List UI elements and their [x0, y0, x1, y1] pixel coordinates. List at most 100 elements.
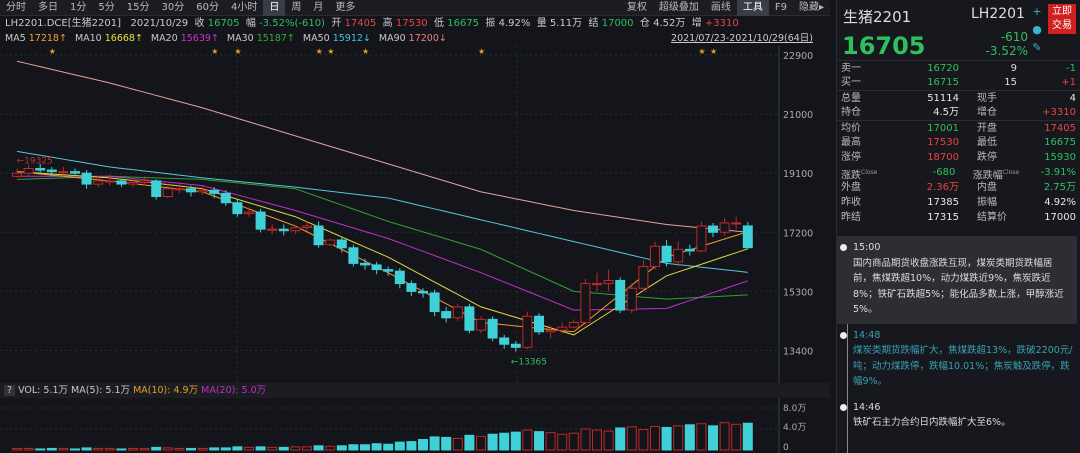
volume-bar [232, 446, 243, 451]
stat-label: 涨跌Close [841, 169, 878, 182]
y-tick-label: 17200 [783, 228, 813, 239]
pencil-icon[interactable]: ✎ [1032, 41, 1042, 54]
stat-value: 17405 [1044, 123, 1076, 134]
volume-bar [719, 422, 730, 451]
candle-body [638, 265, 649, 289]
period-tab[interactable]: 4小时 [230, 1, 258, 13]
candle-body [23, 168, 34, 174]
period-tab[interactable]: 5分 [98, 1, 115, 13]
trade-now-button[interactable]: 立即 交易 [1048, 4, 1076, 34]
order-book-row[interactable]: 卖一 16720 9 -1 [837, 60, 1080, 75]
plus-icon[interactable]: + [1032, 5, 1042, 18]
candle [638, 260, 649, 292]
news-item[interactable]: 14:48 煤炭类期货跌幅扩大，焦煤跌超13%，跌破2200元/吨；动力煤跌停，跌… [837, 324, 1080, 396]
event-star-icon: ★ [234, 47, 241, 56]
tool-button[interactable]: 超级叠加 [658, 1, 699, 13]
news-item[interactable]: 15:00 国内商品期货收盘涨跌互现，煤炭类期货跌幅居前，焦煤跌超10%，动力煤跌… [837, 236, 1077, 324]
volume-bar [592, 429, 602, 451]
volume-bar [510, 431, 521, 451]
period-tab[interactable]: 日 [263, 0, 286, 16]
help-icon[interactable]: ? [4, 385, 16, 396]
candle-body [476, 318, 486, 331]
candle-body [661, 245, 672, 263]
volume-bar [209, 447, 220, 451]
bell-icon[interactable]: ● [1032, 23, 1042, 36]
candle [128, 177, 138, 188]
candle-body [255, 211, 266, 230]
volume-bar [290, 446, 301, 451]
period-tab[interactable]: 月 [313, 1, 324, 13]
volume-bar [476, 435, 486, 451]
candle-body [406, 283, 417, 292]
stat-value: 15930 [1044, 152, 1076, 163]
period-tab[interactable]: 周 [291, 1, 302, 13]
volume-bar [696, 423, 707, 451]
candle-body [487, 318, 498, 339]
candle-body [580, 283, 591, 323]
stat-label: 开盘 [977, 123, 997, 134]
candlestick-chart[interactable]: 22900 21000 19100 17200 15300 13400 ★ ★ ★ ★ ★ ★ ★ ★ ★ ←… [0, 46, 830, 383]
event-star-icon: ★ [49, 47, 56, 56]
volume-bar [302, 446, 312, 451]
ma-value: 17218↑ [28, 33, 67, 44]
volume-chart[interactable]: 8.0万 4.0万 0 [0, 398, 830, 453]
period-tab[interactable]: 多日 [38, 1, 58, 13]
last-price: 16705 [842, 32, 926, 60]
candle [708, 222, 718, 237]
tool-button[interactable]: 工具 [736, 0, 769, 16]
order-book: 卖一 16720 9 -1 买一 16715 15 +1 总量 51114 现手 4 持仓 4.5万 增仓 +… [837, 60, 1080, 225]
candle [568, 319, 579, 329]
ma-line-ma50 [16, 150, 748, 273]
candle-body [12, 172, 22, 177]
tool-button[interactable]: 复权 [626, 1, 647, 13]
period-tab[interactable]: 分时 [6, 1, 26, 13]
event-star-icon: ★ [316, 47, 323, 56]
candle-body [499, 337, 510, 345]
stat-label: 涨跌幅Close [972, 169, 1020, 182]
order-book-row[interactable]: 买一 16715 15 +1 [837, 75, 1080, 90]
period-tab[interactable]: 15分 [126, 1, 150, 13]
date-range-selector[interactable]: 2021/07/23-2021/10/29(64日) [671, 33, 813, 44]
ma-label: MA20 [150, 33, 178, 44]
volume-bar [394, 441, 405, 451]
candle [464, 303, 475, 334]
y-tick-label: 13400 [783, 346, 813, 357]
volume-bar [383, 443, 394, 451]
candle-body [93, 180, 104, 185]
stat-label: 均价 [841, 123, 861, 134]
event-star-icon: ★ [698, 47, 705, 56]
volume-bar [650, 425, 660, 451]
period-tab[interactable]: 60分 [196, 1, 219, 13]
stat-value: 17001 [927, 123, 959, 134]
stat-row: 昨结 17315 结算价 17000 [837, 210, 1080, 225]
period-tab[interactable]: 30分 [161, 1, 185, 13]
ma-value: 17200↓ [408, 33, 447, 44]
candle [360, 258, 370, 270]
close-value: 16705 [207, 18, 240, 29]
candle [162, 184, 173, 199]
stat-row: 均价 17001 开盘 17405 [837, 120, 1080, 135]
book-price: 16720 [927, 63, 959, 74]
volume-bar [603, 430, 614, 451]
tool-button[interactable]: 画线 [710, 1, 731, 13]
settle-value: 17000 [601, 18, 634, 29]
candle [139, 176, 150, 186]
volume-bar [197, 447, 208, 451]
stat-value: +3310 [1042, 107, 1076, 118]
volume-bar [278, 446, 289, 451]
volume-bar [673, 425, 684, 451]
change-value: -3.52%(-610) [259, 18, 325, 29]
period-tab[interactable]: 1分 [70, 1, 87, 13]
stat-value: 17385 [927, 197, 959, 208]
volume-header: ? VOL: 5.1万 MA(5): 5.1万 MA(10): 4.9万 MA(… [0, 383, 830, 398]
volume-bar [742, 422, 753, 451]
candle [325, 238, 336, 247]
period-tab[interactable]: 更多 [335, 1, 356, 13]
candle [383, 266, 394, 276]
news-item[interactable]: 14:46 铁矿石主力合约日内跌幅扩大至6%。 [837, 396, 1080, 437]
stat-value: 4.92% [1044, 197, 1076, 208]
tool-button[interactable]: 隐藏▸ [798, 1, 824, 13]
high-value: 17530 [395, 18, 428, 29]
stat-label: 振幅 [977, 197, 997, 208]
tool-button[interactable]: F9 [774, 1, 787, 13]
